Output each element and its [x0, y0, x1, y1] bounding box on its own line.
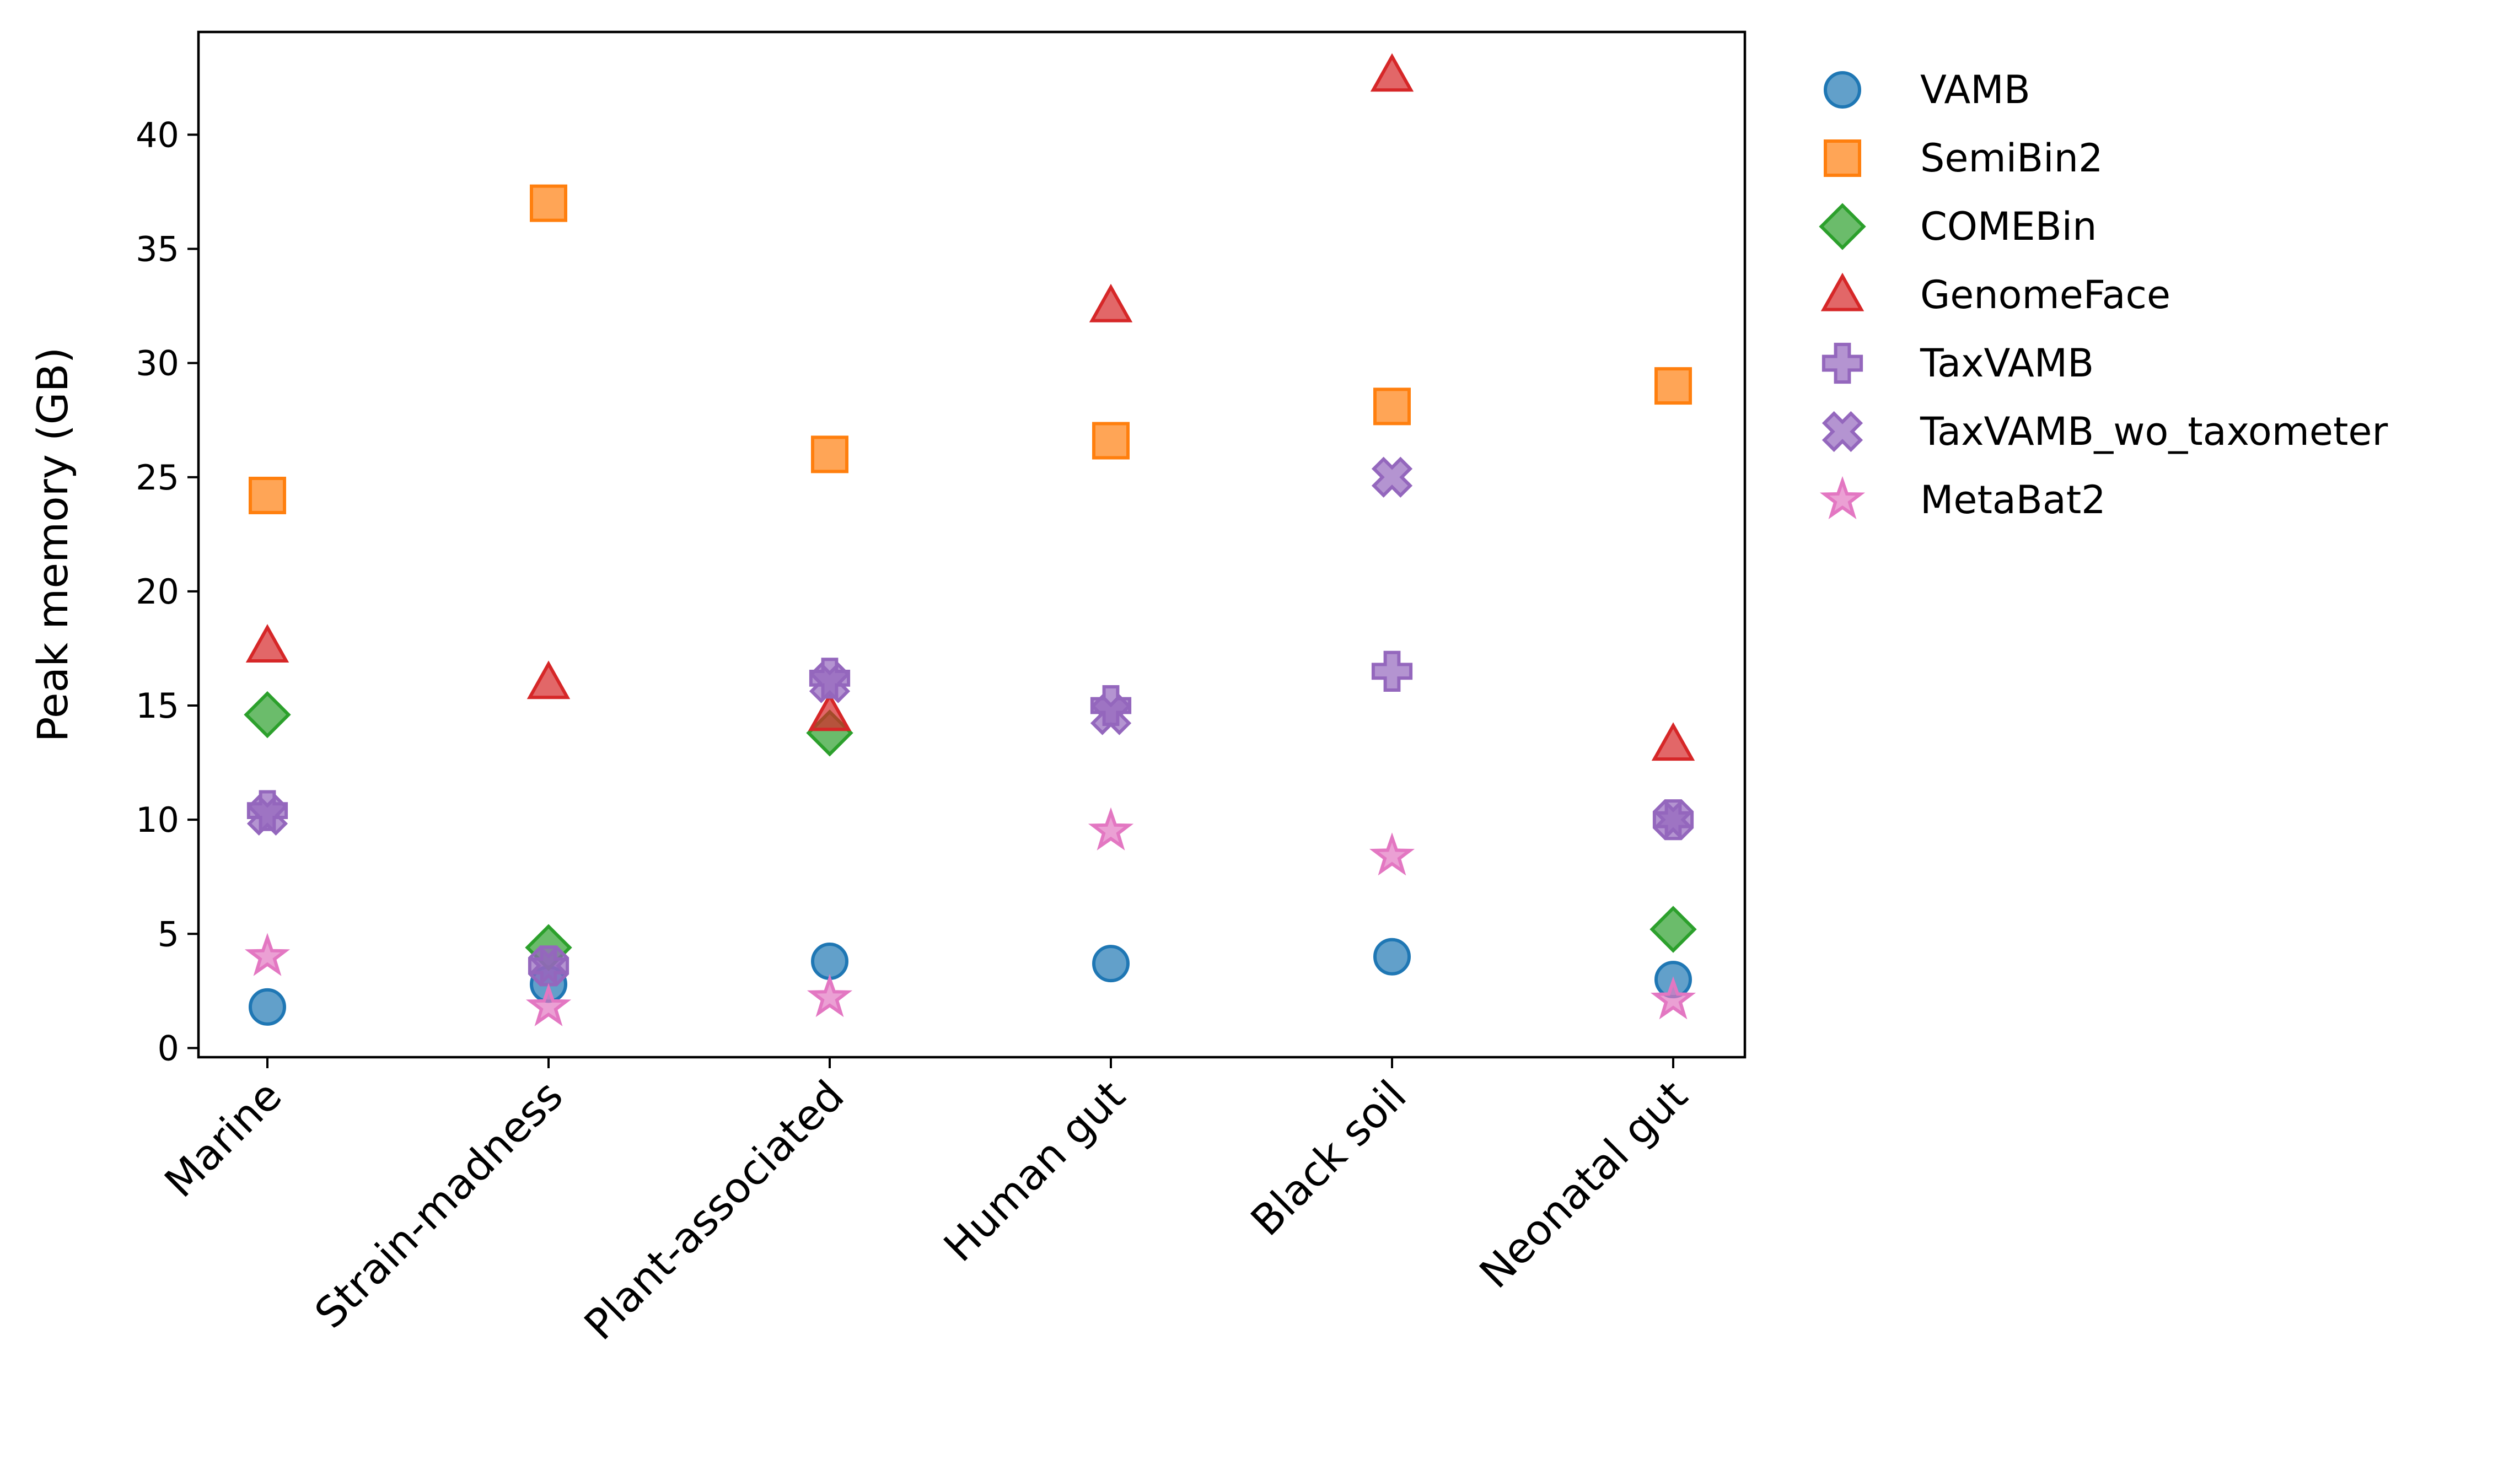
data-point	[249, 988, 286, 1026]
data-point	[249, 476, 286, 514]
data-point	[1373, 938, 1411, 976]
legend-label: TaxVAMB	[1920, 341, 2094, 386]
data-point	[811, 943, 848, 981]
data-point	[1652, 799, 1694, 841]
data-point	[244, 933, 291, 976]
legend-marker	[1819, 476, 1866, 519]
legend-label: COMEBin	[1920, 204, 2097, 249]
y-tick-label: 0	[158, 1028, 179, 1068]
legend-label: SemiBin2	[1920, 136, 2103, 181]
data-point	[244, 691, 291, 739]
data-point	[525, 983, 572, 1026]
legend-label: MetaBat2	[1920, 477, 2106, 523]
data-point	[808, 692, 852, 731]
data-point	[1092, 945, 1130, 983]
legend-item: TaxVAMB_wo_taxometer	[1822, 409, 2388, 454]
series-GenomeFace	[245, 53, 1695, 761]
data-point	[1650, 976, 1696, 1020]
data-point	[1654, 367, 1692, 405]
data-point	[1089, 283, 1133, 322]
data-point	[1371, 650, 1413, 692]
series-TaxVAMB_wo_taxometer	[246, 456, 1694, 987]
legend-label: TaxVAMB_wo_taxometer	[1920, 409, 2388, 454]
data-point	[809, 662, 851, 703]
data-point	[1651, 722, 1695, 761]
y-tick-label: 25	[136, 457, 179, 498]
series-MetaBat2	[244, 807, 1696, 1026]
y-tick-label: 30	[136, 343, 179, 384]
data-point	[526, 660, 571, 699]
legend-item: MetaBat2	[1819, 476, 2106, 523]
data-point	[1373, 387, 1411, 426]
data-point	[1090, 694, 1132, 735]
legend-item: SemiBin2	[1824, 136, 2103, 181]
data-point	[1370, 53, 1414, 92]
legend-marker	[1824, 71, 1861, 109]
series-SemiBin2	[249, 184, 1692, 514]
data-points	[244, 53, 1697, 1026]
y-tick-label: 40	[136, 115, 179, 155]
data-point	[528, 945, 569, 987]
legend-marker	[1820, 272, 1865, 311]
legend-marker	[1822, 411, 1863, 453]
legend-label: VAMB	[1920, 67, 2030, 112]
legend-label: GenomeFace	[1920, 272, 2170, 317]
legend-marker	[1824, 139, 1861, 177]
y-tick-label: 10	[136, 800, 179, 840]
y-tick-label: 35	[136, 229, 179, 270]
data-point	[1092, 422, 1130, 460]
legend-item: VAMB	[1824, 67, 2030, 112]
axes-frame	[197, 30, 1747, 1059]
legend-item: GenomeFace	[1820, 272, 2170, 317]
data-point	[246, 794, 288, 836]
y-tick-label: 5	[158, 914, 179, 954]
data-point	[1371, 456, 1413, 498]
data-point	[1649, 906, 1697, 953]
legend-marker	[1822, 342, 1863, 384]
legend: VAMB SemiBin2 COMEBin GenomeFace TaxVAMB TaxV…	[1819, 67, 2388, 523]
legend-item: TaxVAMB	[1822, 341, 2094, 386]
series-COMEBin	[244, 691, 1697, 971]
data-point	[811, 435, 848, 473]
data-point	[245, 624, 289, 663]
legend-marker	[1819, 203, 1866, 250]
data-point	[807, 974, 853, 1018]
y-tick-label: 20	[136, 572, 179, 612]
legend-item: COMEBin	[1819, 203, 2097, 250]
data-point	[1369, 832, 1415, 876]
data-point	[530, 184, 567, 222]
y-axis: 0 5 10 15 20 25 30 35 40	[136, 115, 198, 1068]
y-axis-label: Peak memory (GB)	[28, 347, 77, 742]
y-tick-label: 15	[136, 686, 179, 726]
data-point	[1088, 807, 1134, 850]
